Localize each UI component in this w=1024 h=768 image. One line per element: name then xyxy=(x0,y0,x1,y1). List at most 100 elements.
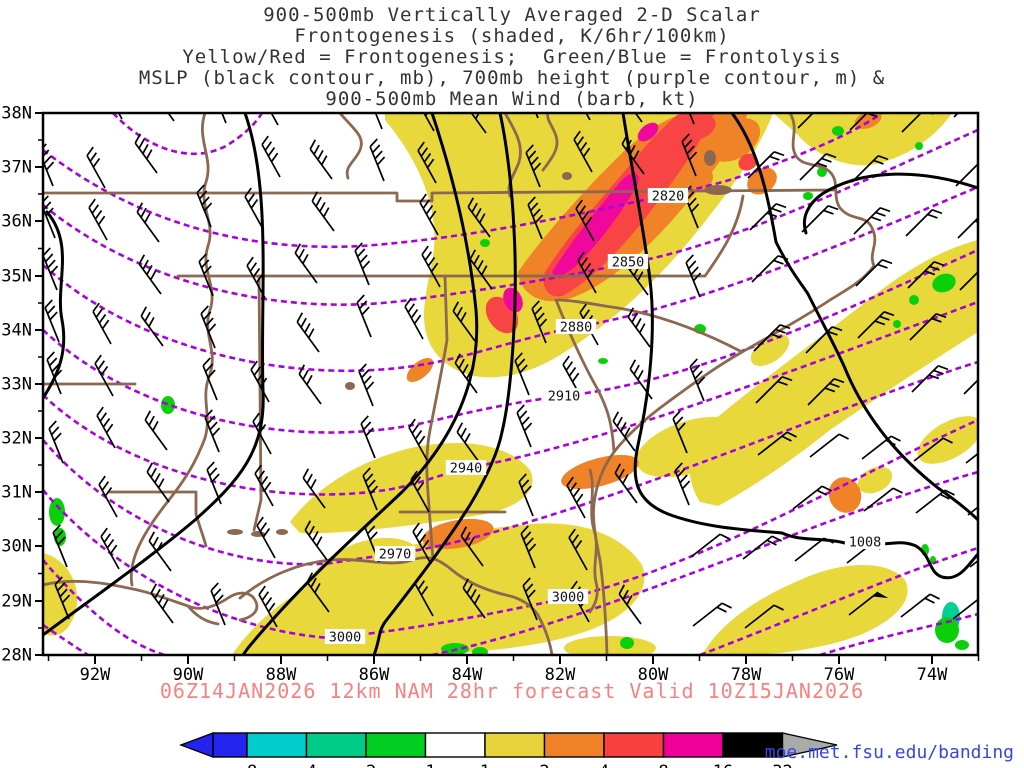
lat-label: 30N xyxy=(1,537,32,557)
title-line-4: MSLP (black contour, mb), 700mb height (… xyxy=(138,67,886,89)
wind-barb xyxy=(54,576,71,620)
wind-barb xyxy=(250,360,270,403)
colorbar-segment xyxy=(543,732,605,758)
wind-barb xyxy=(518,473,534,517)
wind-barb xyxy=(44,299,60,343)
wind-barb xyxy=(566,476,586,519)
geography-border xyxy=(238,556,554,655)
geography-border xyxy=(554,298,744,454)
geography-feature xyxy=(704,150,716,166)
frontogenesis-shading-weak xyxy=(702,564,908,655)
colorbar-segment xyxy=(603,732,665,758)
contour-label: 2970 xyxy=(379,547,412,563)
title-line-1: 900-500mb Vertically Averaged 2-D Scalar xyxy=(263,4,761,26)
colorbar-right-arrow xyxy=(781,732,838,758)
wind-barb xyxy=(681,133,698,177)
wind-barb xyxy=(799,153,837,181)
lat-label: 29N xyxy=(1,592,32,612)
mslp-contour xyxy=(43,113,265,637)
geography-border xyxy=(43,579,259,622)
wind-barb xyxy=(915,489,955,514)
wind-barb xyxy=(568,528,588,571)
geography-border xyxy=(588,468,599,614)
mslp-contour xyxy=(802,172,978,235)
wind-barb xyxy=(863,487,903,512)
wind-barb xyxy=(98,475,118,518)
wind-barb xyxy=(360,415,376,459)
lon-label: 84W xyxy=(452,665,483,685)
wind-barb xyxy=(855,259,893,287)
colorbar-tick-label: 8 xyxy=(658,762,668,768)
wind-barb xyxy=(685,254,702,298)
wind-barb xyxy=(614,463,638,504)
wind-barb xyxy=(794,537,834,562)
wind-barb xyxy=(198,253,214,297)
wind-barb xyxy=(417,141,437,184)
wind-barb xyxy=(367,113,384,130)
wind-barb xyxy=(963,367,978,395)
contour-label-box xyxy=(543,388,585,403)
colorbar-segment xyxy=(484,732,546,758)
wind-barb xyxy=(311,191,335,232)
wind-barb xyxy=(304,520,328,561)
colorbar-segment xyxy=(305,732,367,758)
wind-barb xyxy=(849,113,887,131)
wind-barb xyxy=(853,207,891,235)
wind-barb xyxy=(621,134,645,175)
wind-barb xyxy=(969,543,978,568)
wind-barb xyxy=(258,585,278,628)
lon-label: 92W xyxy=(80,665,111,685)
height-contour-700mb xyxy=(43,113,883,249)
wind-barb xyxy=(672,410,688,454)
watermark-link[interactable]: moe.met.fsu.edu/banding xyxy=(764,742,1014,763)
wind-barb xyxy=(573,130,593,173)
colorbar-tick-label: 1 xyxy=(480,762,490,768)
wind-barb xyxy=(410,470,430,513)
lon-label: 86W xyxy=(359,665,390,685)
wind-barb xyxy=(744,604,784,629)
wind-barb xyxy=(144,410,168,451)
wind-barb xyxy=(809,433,849,458)
frontolysis-shading xyxy=(598,358,608,364)
frontogenesis-shading-moderate xyxy=(406,358,434,382)
lon-label: 78W xyxy=(731,665,762,685)
wind-barb xyxy=(965,439,978,464)
wind-barb xyxy=(364,519,380,563)
frontogenesis-shading-strong xyxy=(738,153,758,171)
wind-barb xyxy=(252,412,272,455)
wind-barb xyxy=(43,143,55,187)
wind-barb xyxy=(140,306,164,347)
height-contour-700mb xyxy=(819,612,978,655)
wind-barb xyxy=(577,251,597,294)
wind-barb xyxy=(807,378,845,406)
contour-label-box xyxy=(607,254,649,269)
wind-barb xyxy=(412,522,432,565)
mslp-contour xyxy=(621,113,978,580)
contour-label: 3000 xyxy=(329,630,362,646)
mslp-contour xyxy=(730,113,978,522)
contour-label-box xyxy=(844,534,886,549)
wind-barb xyxy=(43,195,56,239)
wind-barb xyxy=(851,155,889,183)
wind-barb xyxy=(148,531,172,572)
wind-barb xyxy=(138,254,162,295)
contour-label: 3000 xyxy=(552,590,585,606)
geography-border xyxy=(703,194,745,278)
wind-barb xyxy=(200,305,217,349)
lat-label: 33N xyxy=(1,375,32,395)
frontolysis-shading xyxy=(955,640,969,650)
wind-barb xyxy=(309,139,333,180)
height-contour-700mb xyxy=(43,559,166,655)
wind-barb xyxy=(452,301,476,342)
frontogenesis-shading-weak xyxy=(297,537,430,652)
frontogenesis-shading-moderate xyxy=(561,454,639,490)
geography-border xyxy=(541,113,559,172)
contour-label: 2940 xyxy=(450,461,483,477)
wind-barb xyxy=(805,326,843,354)
colorbar: -8 -4 -2 -1 1 2 4 8 16 32 xyxy=(179,731,838,768)
wind-barb xyxy=(463,113,487,134)
lat-label: 38N xyxy=(1,104,32,124)
colorbar-tick-label: 4 xyxy=(599,762,609,768)
wind-barb xyxy=(302,468,326,509)
contour-label: 2820 xyxy=(652,189,685,205)
